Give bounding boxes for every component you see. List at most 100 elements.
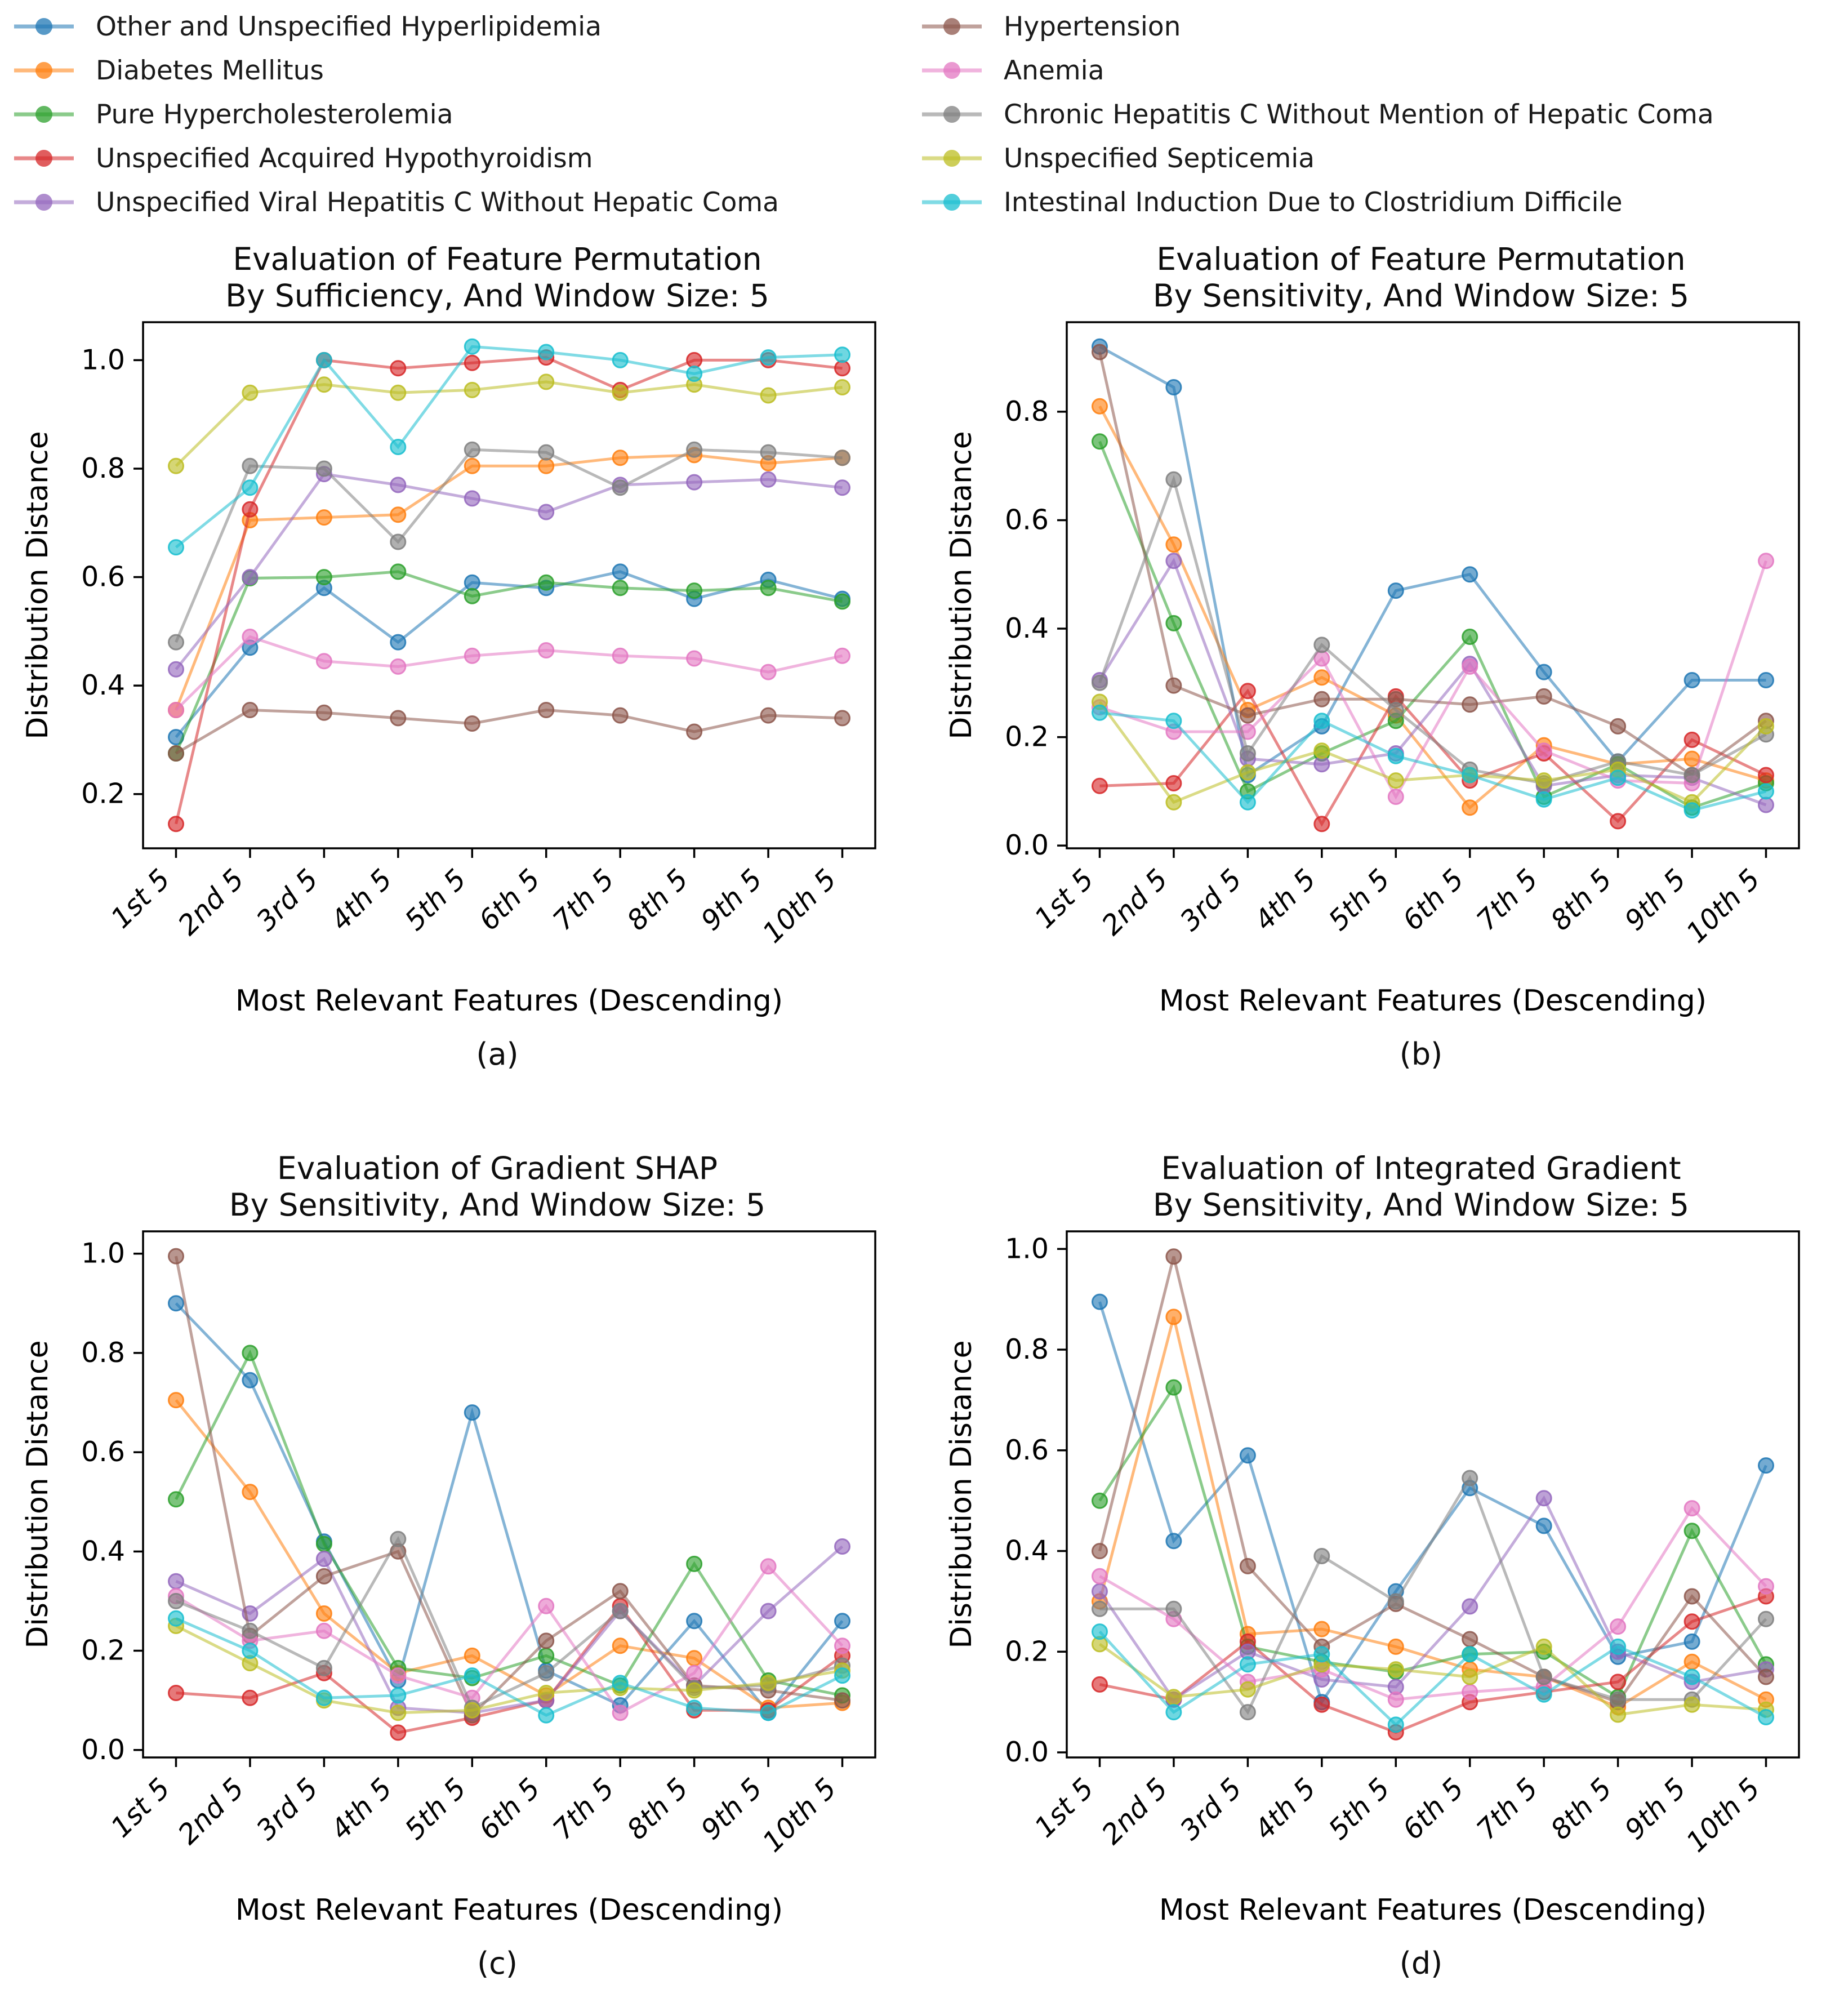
data-point-brown (315, 1568, 332, 1585)
data-point-red (1239, 683, 1256, 700)
x-tick-label: 6th 5 (1396, 863, 1470, 937)
data-point-pink (1758, 552, 1774, 569)
data-point-cyan (612, 351, 629, 368)
series-line-gray (175, 448, 843, 643)
y-tick-label: 0.0 (81, 1734, 125, 1766)
data-point-gray (1165, 471, 1182, 488)
data-point-brown (168, 1248, 184, 1265)
legend-label: Other and Unspecified Hyperlipidemia (96, 11, 602, 42)
x-tick-label: 3rd 5 (250, 1772, 324, 1846)
data-point-blue (464, 574, 480, 591)
panel-b-title-line1: Evaluation of Feature Permutation (1156, 241, 1686, 277)
y-axis-label: Distribution Distance (945, 431, 978, 739)
data-point-red (390, 360, 407, 377)
data-point-brown (1092, 1542, 1108, 1559)
data-point-pink (686, 1665, 703, 1681)
legend-line-marker-icon (14, 194, 74, 211)
data-point-gray (538, 444, 555, 461)
data-point-pink (1758, 1578, 1774, 1595)
series-line-pink (1099, 560, 1767, 800)
legend-line-marker-icon (922, 18, 982, 35)
data-point-gray (834, 449, 850, 466)
data-point-green (168, 1491, 184, 1508)
panel-a-title: Evaluation of Feature Permutation By Suf… (15, 241, 896, 314)
data-point-cyan (1313, 712, 1330, 729)
data-point-pink (760, 1558, 777, 1575)
data-point-blue (1239, 1447, 1256, 1463)
data-point-pink (1462, 1684, 1478, 1701)
series-line-green (175, 1349, 843, 1697)
series-line-purple (175, 472, 843, 670)
data-point-pink (538, 642, 555, 658)
data-point-gray (1462, 1470, 1478, 1487)
data-point-gray (242, 1622, 259, 1639)
data-point-green (390, 563, 407, 580)
data-point-purple (1462, 1598, 1478, 1615)
legend-line-marker-icon (922, 106, 982, 123)
data-point-cyan (1758, 1708, 1774, 1725)
data-point-blue (1683, 671, 1700, 688)
data-point-brown (1462, 696, 1478, 713)
legend-item: Chronic Hepatitis C Without Mention of H… (920, 92, 1714, 136)
data-point-orange (1313, 1621, 1330, 1637)
data-point-gray (1165, 1600, 1182, 1617)
data-point-orange (538, 457, 555, 474)
data-point-brown (1610, 718, 1627, 735)
data-point-orange (1092, 398, 1108, 415)
data-point-green (1165, 615, 1182, 631)
x-tick-label: 3rd 5 (250, 863, 324, 937)
data-point-purple (242, 568, 259, 585)
data-point-gray (168, 634, 184, 651)
legend-label: Unspecified Acquired Hypothyroidism (96, 143, 593, 174)
data-point-cyan (686, 1699, 703, 1716)
data-point-olive (1165, 794, 1182, 811)
y-tick-label: 0.6 (1005, 1434, 1049, 1466)
data-point-olive (834, 379, 850, 395)
data-point-blue (1535, 664, 1552, 680)
data-point-pink (1387, 788, 1404, 805)
data-point-brown (1165, 677, 1182, 694)
data-point-orange (1165, 1309, 1182, 1325)
data-point-cyan (390, 438, 407, 455)
data-point-orange (315, 509, 332, 526)
data-point-olive (1610, 1706, 1627, 1723)
data-point-green (1092, 1492, 1108, 1509)
data-point-brown (1683, 1588, 1700, 1605)
legend-label: Diabetes Mellitus (96, 55, 324, 86)
data-point-olive (1535, 772, 1552, 789)
data-point-orange (1387, 1638, 1404, 1655)
data-point-pink (390, 1667, 407, 1684)
data-point-pink (1610, 1618, 1627, 1635)
legend-label: Pure Hypercholesterolemia (96, 99, 453, 130)
data-point-cyan (464, 1667, 480, 1684)
x-tick-label: 8th 5 (1544, 863, 1618, 937)
data-point-purple (538, 504, 555, 520)
data-point-brown (315, 704, 332, 721)
legend-item: Other and Unspecified Hyperlipidemia (12, 5, 779, 48)
data-point-blue (1387, 582, 1404, 599)
data-point-cyan (538, 1707, 555, 1724)
data-point-green (315, 568, 332, 585)
data-point-pink (1535, 742, 1552, 759)
data-point-orange (612, 1637, 629, 1654)
data-point-olive (168, 457, 184, 474)
legend-line-marker-icon (922, 194, 982, 211)
series-line-orange (175, 1399, 843, 1710)
data-point-purple (390, 477, 407, 493)
data-point-purple (1165, 552, 1182, 569)
x-tick-label: 10th 5 (756, 863, 843, 949)
data-point-brown (612, 1583, 629, 1600)
x-tick-label: 7th 5 (1471, 863, 1544, 937)
data-point-orange (1313, 669, 1330, 686)
y-tick-label: 0.0 (1005, 1736, 1049, 1768)
y-axis-label: Distribution Distance (21, 431, 55, 739)
data-point-olive (538, 1684, 555, 1701)
data-point-cyan (1387, 1716, 1404, 1733)
data-point-cyan (315, 351, 332, 368)
data-point-orange (315, 1605, 332, 1622)
legend-item: Diabetes Mellitus (12, 48, 779, 92)
y-tick-label: 0.8 (1005, 1333, 1049, 1365)
data-point-brown (1462, 1631, 1478, 1648)
data-point-blue (1758, 1457, 1774, 1474)
data-point-purple (168, 661, 184, 678)
